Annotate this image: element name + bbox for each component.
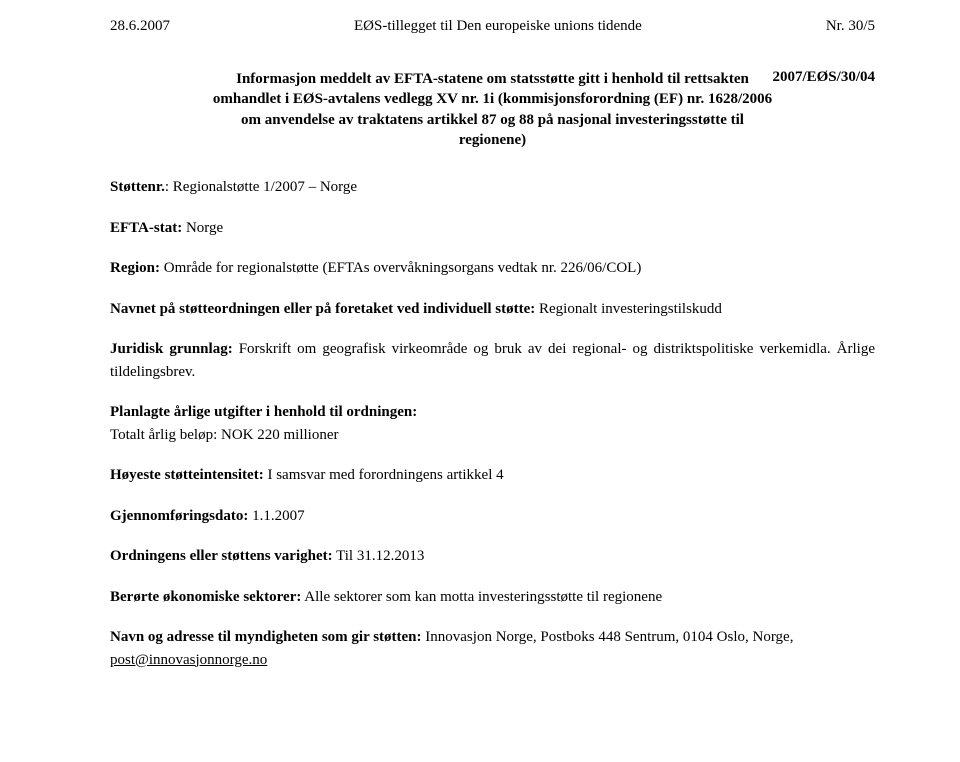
document-title: Informasjon meddelt av EFTA-statene om s… (110, 69, 875, 150)
juridisk-label: Juridisk grunnlag: (110, 341, 233, 357)
navn-adresse-value: Innovasjon Norge, Postboks 448 Sentrum, … (422, 629, 794, 645)
region-value: Område for regionalstøtte (EFTAs overvåk… (160, 260, 641, 276)
field-hoyeste: Høyeste støtteintensitet: I samsvar med … (110, 464, 875, 487)
navn-adresse-label: Navn og adresse til myndigheten som gir … (110, 629, 422, 645)
document-body: Støttenr.: Regionalstøtte 1/2007 – Norge… (110, 176, 875, 671)
varighet-value: Til 31.12.2013 (333, 548, 425, 564)
field-region: Region: Område for regionalstøtte (EFTAs… (110, 257, 875, 280)
document-page: 28.6.2007 EØS-tillegget til Den europeis… (0, 0, 960, 671)
field-planlagte: Planlagte årlige utgifter i henhold til … (110, 401, 875, 446)
email-link[interactable]: post@innovasjonnorge.no (110, 652, 267, 668)
efta-stat-label: EFTA-stat: (110, 220, 182, 236)
field-efta-stat: EFTA-stat: Norge (110, 217, 875, 240)
field-juridisk: Juridisk grunnlag: Forskrift om geografi… (110, 338, 875, 383)
hoyeste-label: Høyeste støtteintensitet: (110, 467, 264, 483)
region-label: Region: (110, 260, 160, 276)
varighet-label: Ordningens eller støttens varighet: (110, 548, 333, 564)
hoyeste-value: I samsvar med forordningens artikkel 4 (264, 467, 504, 483)
planlagte-label: Planlagte årlige utgifter i henhold til … (110, 404, 417, 420)
field-varighet: Ordningens eller støttens varighet: Til … (110, 545, 875, 568)
title-block: Informasjon meddelt av EFTA-statene om s… (110, 69, 875, 150)
field-berorte: Berørte økonomiske sektorer: Alle sektor… (110, 586, 875, 609)
navnet-label: Navnet på støtteordningen eller på foret… (110, 301, 535, 317)
page-header: 28.6.2007 EØS-tillegget til Den europeis… (110, 18, 875, 35)
document-reference-number: 2007/EØS/30/04 (772, 69, 875, 86)
gjennomforing-value: 1.1.2007 (248, 508, 304, 524)
field-navn-adresse: Navn og adresse til myndigheten som gir … (110, 626, 875, 671)
header-page-number: Nr. 30/5 (826, 18, 875, 35)
planlagte-value: Totalt årlig beløp: NOK 220 millioner (110, 427, 339, 443)
field-stottenr: Støttenr.: Regionalstøtte 1/2007 – Norge (110, 176, 875, 199)
navnet-value: Regionalt investeringstilskudd (535, 301, 722, 317)
field-gjennomforing: Gjennomføringsdato: 1.1.2007 (110, 505, 875, 528)
header-title: EØS-tillegget til Den europeiske unions … (354, 18, 642, 35)
gjennomforing-label: Gjennomføringsdato: (110, 508, 248, 524)
efta-stat-value: Norge (182, 220, 223, 236)
berorte-label: Berørte økonomiske sektorer: (110, 589, 301, 605)
berorte-value: Alle sektorer som kan motta investerings… (301, 589, 662, 605)
stottenr-value: : Regionalstøtte 1/2007 – Norge (165, 179, 357, 195)
stottenr-label: Støttenr. (110, 179, 165, 195)
header-date: 28.6.2007 (110, 18, 170, 35)
field-navnet: Navnet på støtteordningen eller på foret… (110, 298, 875, 321)
